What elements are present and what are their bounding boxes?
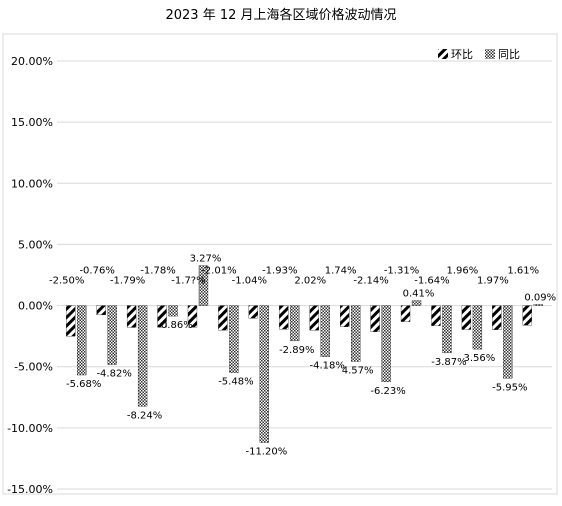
data-labels: -2.50%-0.76%-1.79%-1.78%-1.7?%-2.01%-1.0… <box>49 254 556 458</box>
data-label-mom: 1.61% <box>507 266 539 277</box>
bar-yoy <box>77 305 87 376</box>
data-label-mom: -2.14% <box>353 276 388 287</box>
bar-mom <box>431 305 441 326</box>
bar-yoy <box>229 305 239 373</box>
bar-mom <box>126 305 137 328</box>
bar-mom <box>187 305 198 328</box>
y-tick-label: -15.00% <box>7 483 53 496</box>
bar-yoy <box>290 305 300 342</box>
data-label-yoy: -5.48% <box>218 377 253 388</box>
data-label-mom: 1.74% <box>325 266 357 277</box>
data-label-mom: -2.01% <box>201 266 236 277</box>
data-label-mom: 2.02% <box>294 276 326 287</box>
y-tick-label: 5.00% <box>18 238 53 251</box>
bar-yoy <box>168 305 178 317</box>
bar-yoy <box>381 305 391 382</box>
bar-yoy <box>198 265 209 306</box>
bar-mom <box>96 305 106 316</box>
legend-swatch-1 <box>485 49 495 59</box>
bar-mom <box>340 305 350 327</box>
data-label-yoy: -6.23% <box>370 386 405 397</box>
y-tick-label: 15.00% <box>11 116 53 129</box>
bar-yoy <box>107 305 117 365</box>
bar-yoy <box>351 305 361 362</box>
legend-swatch-0 <box>438 49 448 59</box>
bar-mom <box>248 305 258 319</box>
bar-yoy <box>472 305 483 350</box>
bar-yoy <box>137 305 148 407</box>
data-label-mom: 1.97% <box>477 276 509 287</box>
y-tick-label: -5.00% <box>14 361 53 374</box>
data-label-yoy: -11.20% <box>245 447 287 458</box>
data-label-mom: -1.79% <box>110 276 145 287</box>
bar-mom <box>461 305 472 330</box>
bar-mom <box>157 305 167 328</box>
chart-title: 2023 年 12 月上海各区域价格波动情况 <box>165 8 397 23</box>
bar-yoy <box>320 305 330 357</box>
data-label-mom: -1.31% <box>384 266 419 277</box>
data-label-mom: -2.50% <box>49 276 84 287</box>
data-label-mom: -1.04% <box>232 276 267 287</box>
data-label-yoy: -4.18% <box>310 361 345 372</box>
bar-yoy <box>259 305 269 443</box>
bar-mom <box>370 305 380 332</box>
data-label-mom: -1.64% <box>414 276 449 287</box>
data-label-mom: -1.93% <box>262 266 297 277</box>
data-label-yoy: -0.86% <box>157 320 192 331</box>
data-label-mom: -1.7?% <box>171 276 205 287</box>
bar-yoy <box>411 300 422 306</box>
data-label-mom: -1.78% <box>140 266 175 277</box>
data-label-yoy: -3.87% <box>431 357 466 368</box>
y-tick-label: 20.00% <box>11 55 53 68</box>
data-label-mom: -0.76% <box>79 266 114 277</box>
data-label-yoy: -2.89% <box>279 345 314 356</box>
bar-mom <box>279 305 289 330</box>
legend: 环比 同比 <box>438 48 520 61</box>
y-tick-label: 10.00% <box>11 177 53 190</box>
plot-border <box>2 33 558 495</box>
bar-yoy <box>503 305 513 379</box>
bars <box>66 265 543 443</box>
bar-mom <box>492 305 502 330</box>
data-label-yoy: 3.27% <box>190 254 222 265</box>
data-label-yoy: 4.57% <box>342 365 374 376</box>
bar-mom <box>522 305 532 326</box>
data-label-mom: 1.96% <box>447 266 479 277</box>
data-label-yoy: 0.41% <box>403 289 435 300</box>
y-tick-label: 0.00% <box>18 300 53 313</box>
bar-mom <box>400 305 411 322</box>
bar-yoy <box>533 304 543 306</box>
data-label-yoy: 3.56% <box>464 353 496 364</box>
bar-mom <box>66 305 76 337</box>
data-label-yoy: -5.68% <box>66 379 101 390</box>
legend-label-1: 同比 <box>498 48 520 61</box>
data-label-yoy: 0.09% <box>524 292 556 303</box>
data-label-yoy: -8.24% <box>127 410 162 421</box>
bar-mom <box>309 305 319 331</box>
y-tick-label: -10.00% <box>7 422 53 435</box>
bar-mom <box>218 305 228 331</box>
data-label-yoy: -4.82% <box>96 369 131 380</box>
legend-label-0: 环比 <box>451 48 473 61</box>
bar-yoy <box>442 305 452 354</box>
data-label-yoy: -5.95% <box>492 382 527 393</box>
